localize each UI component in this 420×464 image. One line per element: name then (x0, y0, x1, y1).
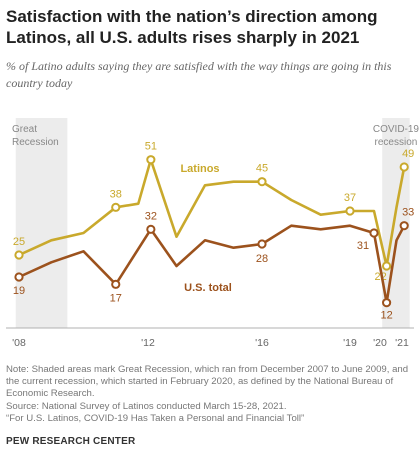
data-label: 38 (110, 188, 122, 200)
shaded-region (15, 118, 68, 328)
data-point-marker (399, 162, 409, 172)
line-chart: Great Recession COVID-19 recession '08 '12 '16… (6, 118, 420, 349)
shaded-region-label: COVID-19 (373, 124, 420, 135)
x-tick-label: '20 (373, 337, 387, 349)
data-point-marker (14, 272, 24, 282)
report-title: “For U.S. Latinos, COVID-19 Has Taken a … (6, 412, 305, 424)
data-point-marker (382, 261, 392, 271)
brand-logo-text: PEW RESEARCH CENTER (6, 436, 136, 447)
x-tick-label: '08 (12, 337, 26, 349)
series-line (18, 224, 406, 304)
data-label: 32 (145, 210, 157, 222)
shaded-region-label: Great (12, 124, 37, 135)
data-point-marker (146, 155, 156, 165)
series-line (18, 158, 406, 268)
data-point-marker (14, 250, 24, 260)
series-label: Latinos (180, 163, 219, 175)
chart-title: Satisfaction with the nation’s direction… (6, 7, 378, 47)
data-point-marker (257, 177, 267, 187)
shaded-region-label: Recession (12, 137, 59, 148)
data-label: 37 (344, 192, 356, 204)
data-point-marker (369, 228, 379, 238)
chart-subtitle: % of Latino adults saying they are satis… (6, 59, 392, 90)
notes: Note: Shaded areas mark Great Recession,… (6, 364, 414, 425)
x-tick-label: '16 (255, 337, 269, 349)
data-label: 45 (256, 163, 268, 175)
data-label: 28 (256, 253, 268, 265)
data-label: 25 (13, 236, 25, 248)
data-label: 31 (357, 240, 369, 252)
data-point-marker (146, 224, 156, 234)
data-point-marker (399, 221, 409, 231)
source-text: Source: National Survey of Latinos condu… (6, 400, 287, 412)
data-point-marker (111, 202, 121, 212)
data-point-marker (382, 298, 392, 308)
x-tick-label: '19 (343, 337, 357, 349)
data-label: 19 (13, 285, 25, 297)
data-label: 17 (110, 292, 122, 304)
series-label: U.S. total (184, 282, 232, 294)
note-text: Note: Shaded areas mark Great Recession,… (6, 364, 409, 400)
x-tick-label: '21 (395, 337, 409, 349)
data-label: 33 (402, 207, 414, 219)
data-point-marker (257, 239, 267, 249)
x-tick-label: '12 (141, 337, 155, 349)
data-label: 12 (380, 310, 392, 322)
data-label: 51 (145, 141, 157, 153)
data-point-marker (345, 206, 355, 216)
data-point-marker (111, 279, 121, 289)
data-label: 49 (402, 148, 414, 160)
shaded-region-label: recession (375, 137, 418, 148)
